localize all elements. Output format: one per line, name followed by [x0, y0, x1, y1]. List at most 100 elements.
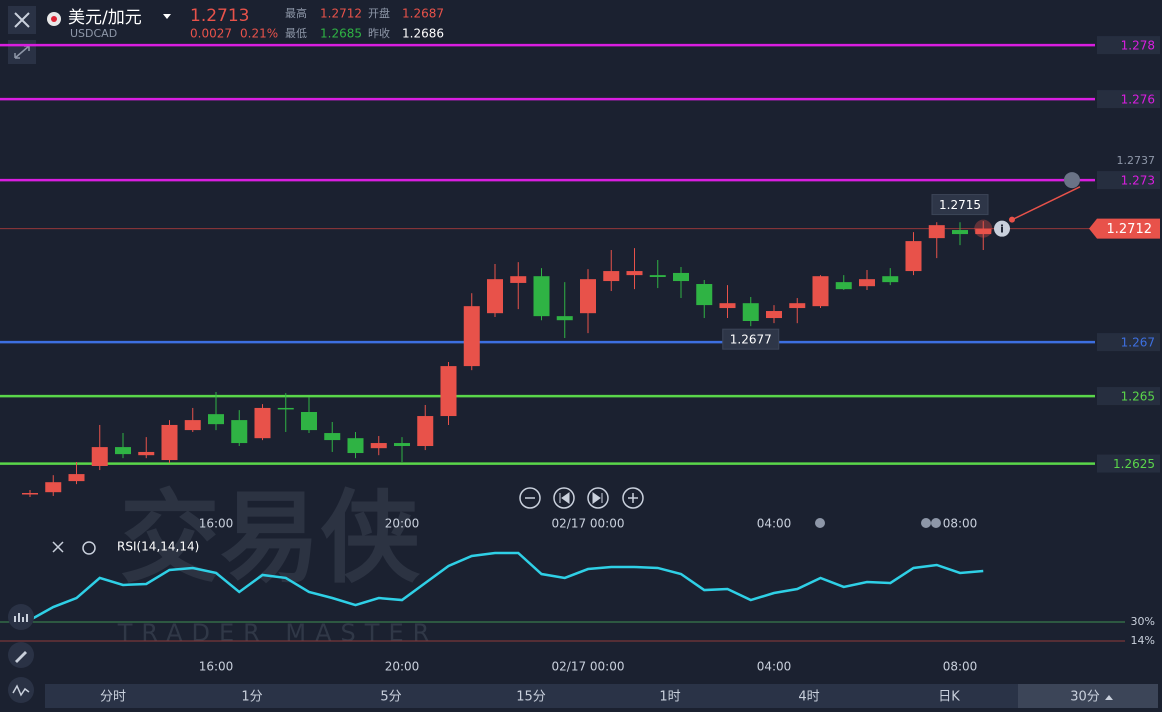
remove-indicator[interactable] [52, 541, 64, 553]
candle-body [626, 271, 643, 276]
x-tick-label: 08:00 [943, 517, 978, 531]
zoom-in[interactable] [622, 487, 644, 509]
period-tab[interactable]: 分时 [100, 690, 126, 705]
rsi-x-tick-label: 08:00 [943, 660, 978, 674]
level-label-box [1097, 171, 1160, 190]
symbol: USDCAD [70, 27, 117, 40]
tooltip-box [931, 194, 989, 216]
price-glow [974, 219, 993, 238]
high: 1.2712 [320, 7, 362, 21]
candle-body [22, 492, 38, 495]
candle-body [510, 276, 527, 283]
candle-body [766, 311, 782, 319]
rsi-level-label: 30% [1131, 615, 1155, 628]
prev-label: 昨收 [368, 26, 390, 40]
chart: 1.278 1.276 1.273 1.267 1.265 1.2625 1.2737 1.2… [0, 36, 1160, 674]
change-pct: 0.21% [240, 27, 278, 41]
tab-arrow [1105, 695, 1113, 700]
period-tab[interactable]: 日K [938, 690, 960, 705]
plus-icon [628, 493, 638, 503]
rsi-x-tick-label: 20:00 [385, 660, 420, 674]
level-label: 1.265 [1121, 390, 1155, 404]
candle-body [533, 276, 550, 317]
last-price: 1.2713 [190, 6, 249, 26]
forward-icon [592, 492, 603, 504]
candle-body [417, 416, 434, 447]
x-tick-label: 04:00 [757, 517, 792, 531]
step-back[interactable] [553, 487, 575, 509]
alarm-icon [1064, 172, 1080, 189]
side-toolbar [8, 604, 34, 703]
current-price: 1.2712 [1107, 222, 1153, 237]
indicator-settings[interactable] [82, 541, 96, 555]
close-icon [14, 12, 30, 28]
period-tab[interactable]: 30分 [1070, 690, 1100, 705]
candle-body [370, 443, 387, 449]
level-label: 1.278 [1121, 39, 1155, 53]
rsi-level-label: 14% [1131, 634, 1155, 647]
trend-arrow [1009, 186, 1081, 222]
low: 1.2685 [320, 27, 362, 41]
candle-body [649, 275, 666, 278]
scroll-dot[interactable] [931, 518, 941, 528]
candle-body [440, 366, 457, 417]
candle-body [789, 303, 806, 309]
candle-body [324, 433, 341, 441]
x-tick-label: 20:00 [385, 517, 420, 531]
draw-icon [15, 651, 27, 663]
level-label: 1.2625 [1113, 457, 1155, 471]
x-tick-label: 02/17 00:00 [552, 517, 625, 531]
tool-button[interactable] [8, 677, 34, 703]
candle-body [603, 271, 620, 282]
high-label: 最高 [285, 6, 307, 20]
dropdown-arrow[interactable] [163, 14, 171, 19]
candle-body [742, 303, 759, 322]
candle-body [115, 447, 131, 455]
candle-body [138, 451, 155, 456]
low-label: 最低 [285, 27, 307, 40]
scroll-dot[interactable] [921, 518, 931, 528]
period-tabs: 分时 1分 5分 15分 1时 4时 日K 30分 [45, 684, 1158, 708]
level-label: 1.267 [1121, 336, 1155, 350]
tooltip-value: 1.2715 [939, 198, 981, 212]
candle-body [231, 420, 248, 444]
zoom-out[interactable] [519, 487, 541, 509]
candle-body [905, 241, 922, 272]
level-label-box [1097, 90, 1160, 109]
back-icon [559, 492, 570, 504]
period-tab[interactable]: 5分 [380, 690, 401, 705]
step-forward[interactable] [587, 487, 609, 509]
candle-body [696, 284, 713, 306]
tool-button[interactable] [8, 604, 34, 630]
watermark-en: TRADER MASTER [117, 619, 439, 647]
line-icon [12, 684, 30, 697]
period-tab[interactable]: 1时 [659, 690, 680, 705]
rsi-title: RSI(14,14,14) [117, 540, 199, 554]
period-tab[interactable]: 4时 [798, 690, 819, 705]
price-tag [1089, 218, 1160, 239]
level-label-box [1097, 454, 1160, 473]
period-tab[interactable]: 15分 [516, 690, 546, 705]
candle-body [277, 407, 294, 410]
candle-body [208, 414, 224, 425]
candle-body [928, 225, 945, 239]
candle-body [487, 279, 503, 314]
indicator-controls: RSI(14,14,14) [52, 540, 199, 555]
tooltip-value: 1.2677 [730, 333, 772, 347]
indicator-icon [14, 613, 28, 622]
change: 0.0027 [190, 27, 232, 41]
pair-name[interactable]: 美元/加元 [68, 8, 142, 28]
candle-body [394, 443, 410, 447]
candle-body [184, 420, 201, 431]
candle-body [68, 474, 85, 482]
level-label: 1.273 [1121, 174, 1155, 188]
axis-price: 1.2737 [1117, 154, 1156, 167]
open: 1.2687 [402, 7, 444, 21]
candle-body [45, 482, 62, 493]
candle-body [580, 279, 596, 314]
info-button [994, 220, 1010, 237]
scroll-dot[interactable] [815, 518, 825, 528]
arrow-node [1009, 216, 1015, 223]
period-tab[interactable]: 1分 [241, 690, 262, 705]
